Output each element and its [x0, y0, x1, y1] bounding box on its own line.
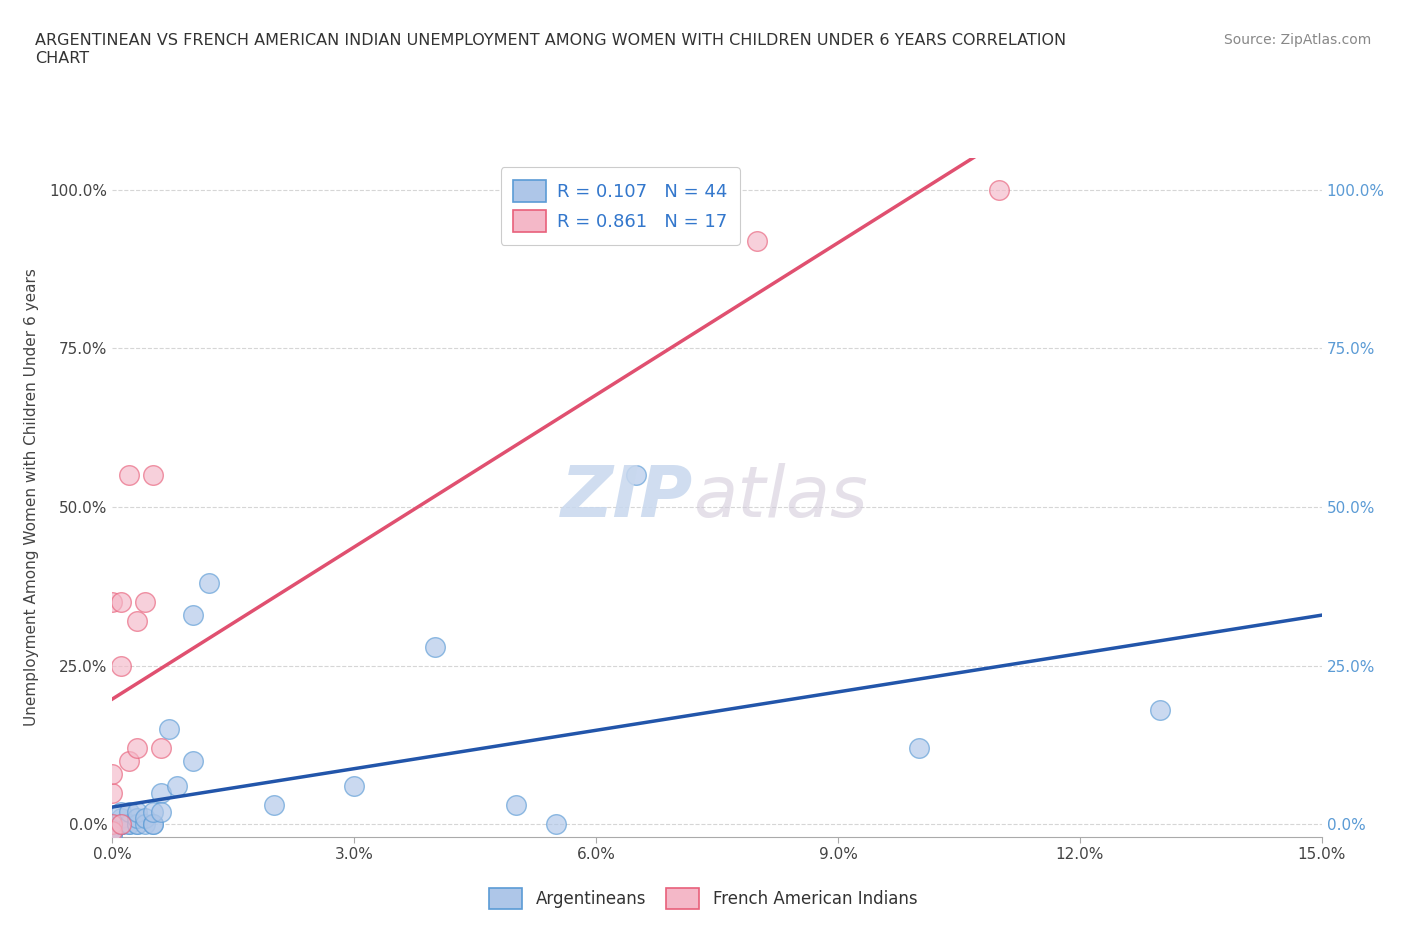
- Point: [134, 595, 156, 610]
- Point: [134, 811, 156, 826]
- Text: atlas: atlas: [693, 463, 868, 532]
- Point: [101, 823, 124, 838]
- Point: [142, 804, 165, 819]
- Point: [101, 817, 124, 831]
- Point: [117, 804, 139, 819]
- Point: [134, 817, 156, 831]
- Point: [110, 817, 132, 831]
- Point: [125, 817, 148, 831]
- Point: [505, 798, 527, 813]
- Point: [101, 827, 124, 842]
- Point: [101, 817, 124, 831]
- Text: CHART: CHART: [35, 51, 89, 66]
- Point: [125, 804, 148, 819]
- Point: [142, 817, 165, 831]
- Point: [149, 804, 172, 819]
- Point: [101, 817, 124, 831]
- Point: [101, 823, 124, 838]
- Point: [117, 468, 139, 483]
- Point: [423, 639, 446, 654]
- Point: [907, 740, 929, 755]
- Point: [747, 233, 769, 248]
- Point: [263, 798, 285, 813]
- Point: [149, 785, 172, 800]
- Point: [117, 817, 139, 831]
- Point: [110, 817, 132, 831]
- Y-axis label: Unemployment Among Women with Children Under 6 years: Unemployment Among Women with Children U…: [24, 269, 38, 726]
- Point: [166, 778, 188, 793]
- Point: [149, 740, 172, 755]
- Point: [101, 817, 124, 831]
- Point: [110, 804, 132, 819]
- Point: [125, 817, 148, 831]
- Text: Source: ZipAtlas.com: Source: ZipAtlas.com: [1223, 33, 1371, 46]
- Point: [101, 595, 124, 610]
- Point: [101, 827, 124, 842]
- Legend: Argentineans, French American Indians: Argentineans, French American Indians: [481, 880, 925, 917]
- Point: [988, 182, 1011, 197]
- Point: [117, 817, 139, 831]
- Point: [110, 817, 132, 831]
- Point: [125, 740, 148, 755]
- Point: [626, 468, 648, 483]
- Point: [110, 595, 132, 610]
- Point: [110, 811, 132, 826]
- Point: [125, 614, 148, 629]
- Text: ZIP: ZIP: [561, 463, 693, 532]
- Point: [110, 817, 132, 831]
- Point: [343, 778, 366, 793]
- Legend: R = 0.107   N = 44, R = 0.861   N = 17: R = 0.107 N = 44, R = 0.861 N = 17: [501, 167, 740, 245]
- Point: [101, 817, 124, 831]
- Point: [101, 817, 124, 831]
- Point: [101, 823, 124, 838]
- Point: [142, 817, 165, 831]
- Point: [110, 658, 132, 673]
- Point: [544, 817, 567, 831]
- Point: [101, 785, 124, 800]
- Point: [142, 468, 165, 483]
- Point: [157, 722, 180, 737]
- Point: [101, 817, 124, 831]
- Point: [110, 817, 132, 831]
- Point: [101, 817, 124, 831]
- Point: [181, 607, 204, 622]
- Point: [117, 753, 139, 768]
- Point: [1149, 703, 1171, 718]
- Point: [125, 811, 148, 826]
- Point: [181, 753, 204, 768]
- Point: [101, 766, 124, 781]
- Point: [198, 576, 221, 591]
- Text: ARGENTINEAN VS FRENCH AMERICAN INDIAN UNEMPLOYMENT AMONG WOMEN WITH CHILDREN UND: ARGENTINEAN VS FRENCH AMERICAN INDIAN UN…: [35, 33, 1066, 47]
